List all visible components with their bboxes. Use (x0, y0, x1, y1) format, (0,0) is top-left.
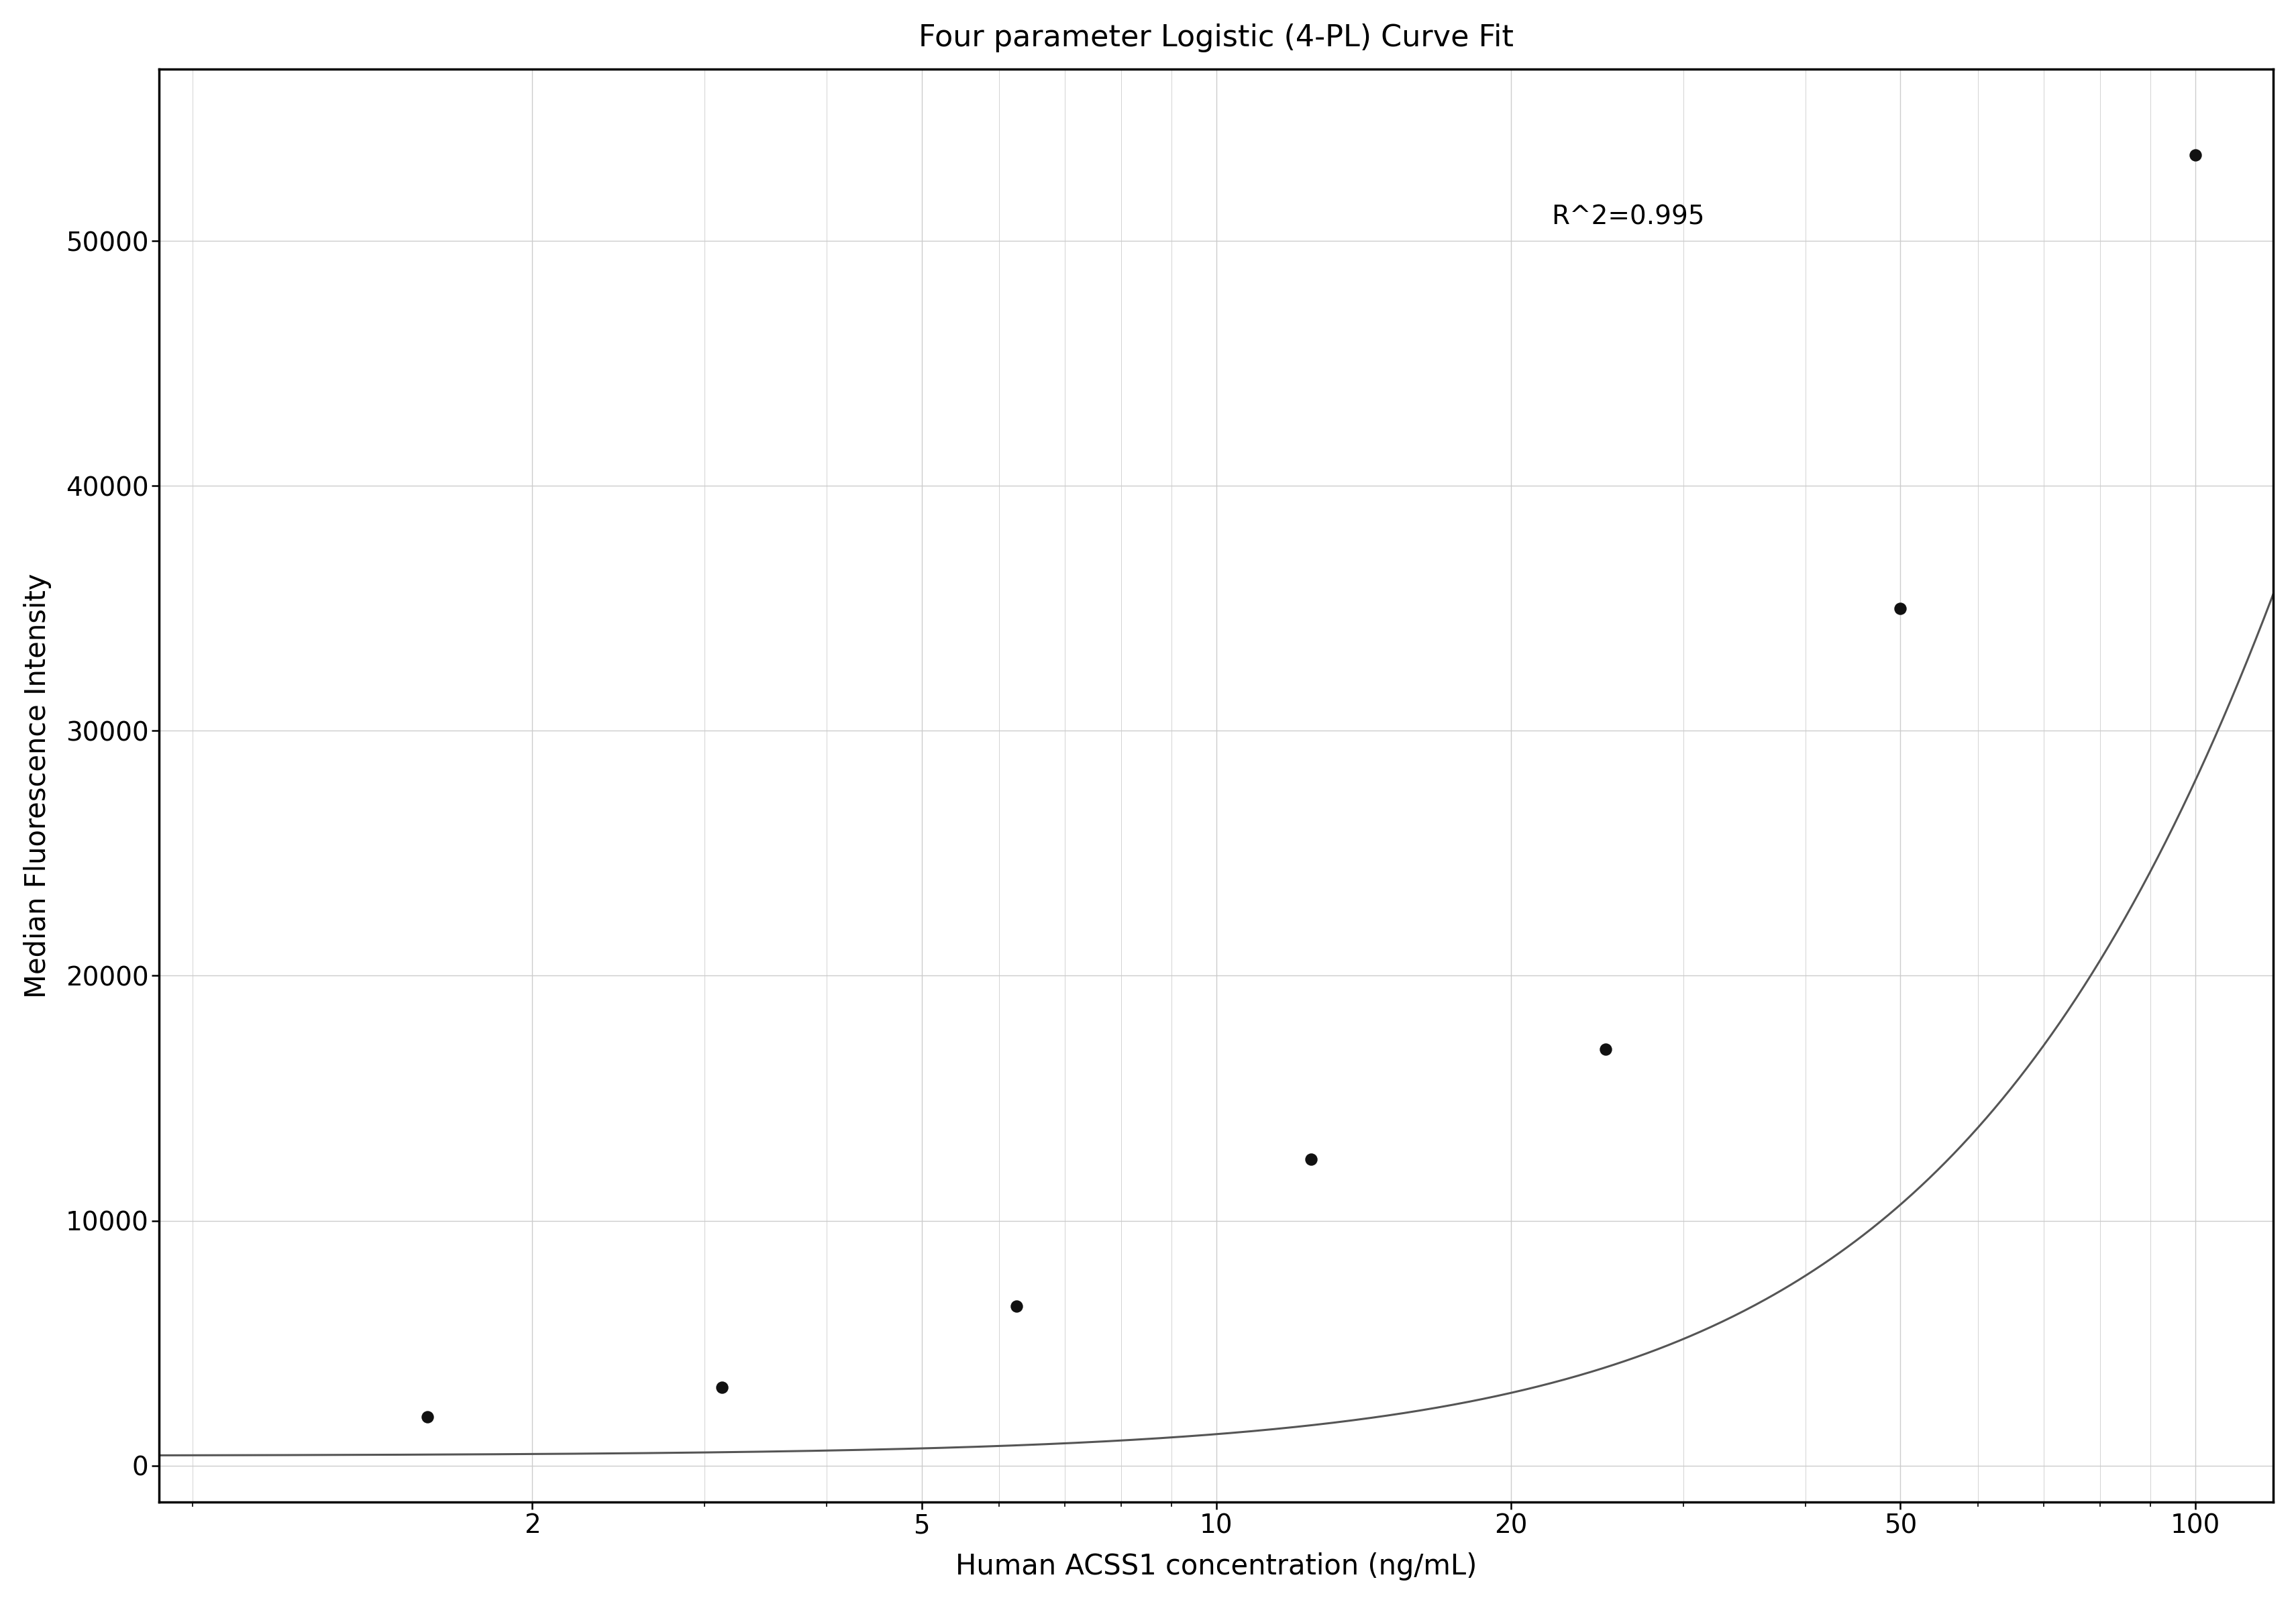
Point (2177, 143, 2213, 168)
Point (703, 1375, 739, 1400)
Point (1293, 1147, 1329, 1173)
Point (999, 1293, 1035, 1318)
Y-axis label: Median Fluorescence Intensity: Median Fluorescence Intensity (23, 573, 51, 998)
Point (409, 1404, 445, 1429)
X-axis label: Human ACSS1 concentration (ng/mL): Human ACSS1 concentration (ng/mL) (955, 1553, 1476, 1580)
Title: Four parameter Logistic (4-PL) Curve Fit: Four parameter Logistic (4-PL) Curve Fit (918, 24, 1513, 53)
Text: R^2=0.995: R^2=0.995 (1552, 204, 1704, 229)
Point (1587, 1036, 1623, 1062)
Point (1880, 595, 1917, 621)
